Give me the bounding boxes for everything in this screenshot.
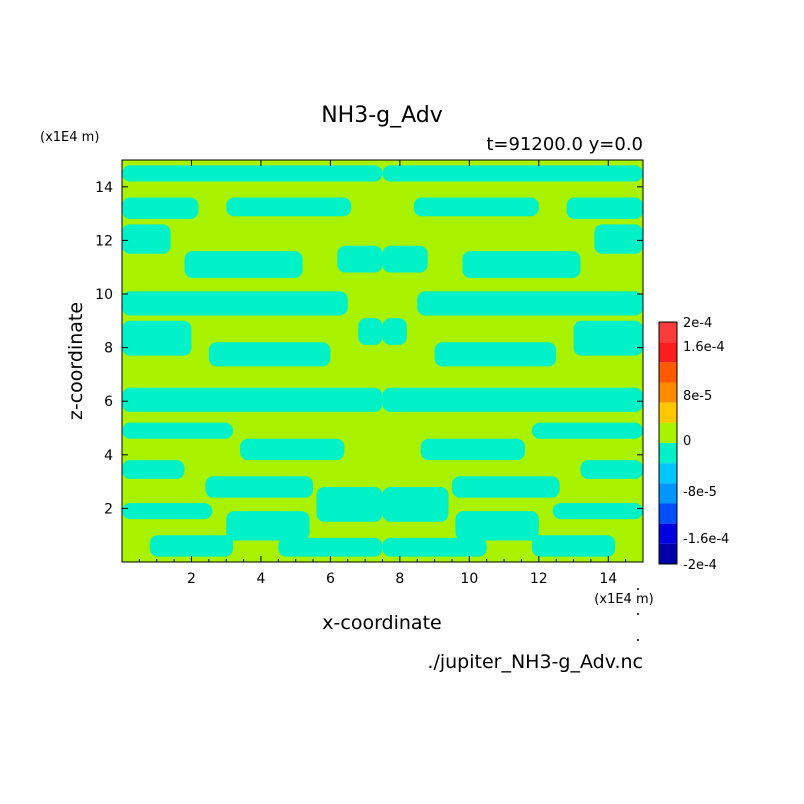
colorbar-swatch [659, 362, 677, 383]
y-tick-label: 8 [104, 341, 113, 357]
colorbar-label: 0 [683, 434, 691, 449]
negative-region [573, 320, 643, 356]
negative-region [184, 251, 303, 278]
colorbar-label: 8e-5 [683, 389, 712, 404]
x-axis-label: x-coordinate [322, 612, 441, 634]
negative-region [382, 387, 643, 412]
marker-dot [637, 613, 639, 615]
negative-region [552, 503, 643, 520]
negative-region [420, 438, 525, 461]
marker-dot [637, 639, 639, 641]
colorbar-swatch [659, 382, 677, 403]
plot-area: 2 4 6 8 10 12 14 2 4 6 8 10 12 14 [95, 159, 644, 587]
colorbar-swatch [659, 543, 677, 564]
negative-region [226, 511, 310, 541]
source-file-label: ./jupiter_NH3-g_Adv.nc [427, 651, 643, 673]
x-tick-label: 8 [395, 571, 404, 587]
y-unit-label: (x1E4 m) [40, 130, 99, 145]
negative-region [122, 460, 185, 479]
x-tick-label: 10 [460, 571, 478, 587]
y-axis-label: z-coordinate [65, 302, 87, 420]
y-tick-label: 12 [95, 233, 113, 249]
colorbar-swatch [659, 463, 677, 484]
colorbar-swatch [659, 402, 677, 423]
negative-region [382, 318, 407, 345]
negative-region [417, 291, 643, 316]
negative-region [580, 460, 643, 479]
negative-region [594, 224, 643, 254]
colorbar-label: 1.6e-4 [683, 340, 725, 355]
negative-region [226, 197, 352, 217]
negative-region [122, 503, 213, 520]
colorbar-labels: 2e-4 1.6e-4 8e-5 0 -8e-5 -1.6e-4 -2e-4 [683, 316, 729, 573]
y-tick-label: 14 [95, 180, 113, 196]
x-tick-label: 12 [530, 571, 548, 587]
negative-region [531, 535, 616, 557]
negative-region [122, 320, 192, 356]
negative-region [122, 291, 348, 316]
negative-region [382, 245, 428, 273]
negative-region [455, 511, 539, 541]
negative-region [566, 197, 643, 219]
colorbar-swatch [659, 523, 677, 544]
negative-region [434, 342, 557, 367]
negative-region [149, 535, 234, 557]
x-ticks: 2 4 6 8 10 12 14 [138, 160, 627, 587]
negative-region [382, 486, 449, 522]
negative-region [278, 537, 383, 557]
negative-region [122, 422, 234, 439]
y-tick-label: 2 [104, 501, 113, 517]
negative-region [122, 165, 383, 182]
negative-regions [122, 165, 643, 557]
colorbar-label: -8e-5 [683, 485, 717, 500]
negative-region [382, 165, 643, 182]
marker-dot [637, 588, 639, 590]
colorbar-label: -1.6e-4 [683, 532, 729, 547]
negative-region [122, 224, 171, 254]
colorbar-swatch [659, 443, 677, 464]
colorbar-swatch [659, 503, 677, 524]
x-tick-label: 4 [256, 571, 265, 587]
y-tick-label: 6 [104, 394, 113, 410]
colorbar-frame [658, 321, 678, 565]
negative-region [208, 342, 331, 367]
negative-region [205, 476, 314, 498]
y-tick-label: 4 [104, 448, 113, 464]
x-tick-label: 14 [599, 571, 617, 587]
negative-region [413, 197, 539, 217]
x-tick-label: 2 [187, 571, 196, 587]
colorbar [658, 321, 678, 565]
colorbar-swatch [659, 483, 677, 504]
x-tick-label: 6 [326, 571, 335, 587]
negative-region [316, 486, 383, 522]
negative-region [122, 387, 383, 412]
negative-region [462, 251, 581, 278]
colorbar-label: 2e-4 [683, 316, 712, 331]
x-unit-label: (x1E4 m) [594, 592, 653, 607]
colorbar-swatch [659, 342, 677, 363]
colorbar-swatch [659, 422, 677, 443]
negative-region [382, 537, 487, 557]
chart-subtitle: t=91200.0 y=0.0 [486, 134, 643, 155]
chart-title: NH3-g_Adv [321, 103, 443, 128]
negative-region [240, 438, 345, 461]
negative-region [358, 318, 383, 345]
colorbar-label: -2e-4 [683, 558, 717, 573]
y-tick-label: 10 [95, 287, 113, 303]
colorbar-swatch [659, 322, 677, 343]
negative-region [337, 245, 383, 273]
negative-region [122, 197, 199, 219]
negative-region [531, 422, 643, 439]
y-ticks: 2 4 6 8 10 12 14 [95, 180, 643, 517]
negative-region [451, 476, 560, 498]
